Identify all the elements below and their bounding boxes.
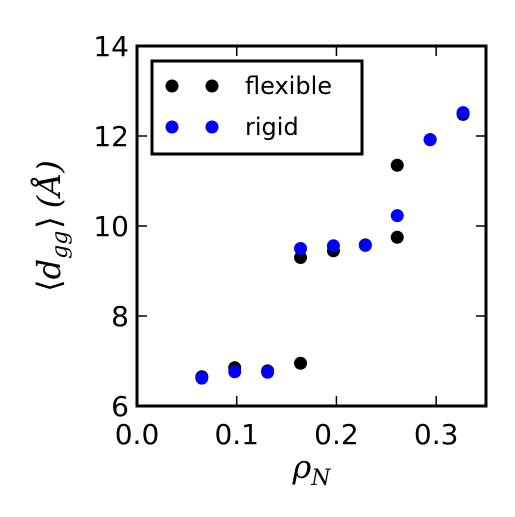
x-axis-label: ρN [291, 448, 331, 491]
y-tick-label: 10 [93, 210, 129, 243]
y-axis-symbol: d [30, 259, 68, 279]
legend-marker-flexible [165, 79, 179, 93]
y-axis-unit: (Å) [30, 160, 68, 208]
y-tick-label: 6 [111, 390, 129, 423]
data-point-flexible [294, 251, 308, 264]
y-axis-subscript: gg [48, 231, 73, 259]
plot-frame [135, 44, 488, 408]
data-point-rigid [456, 106, 470, 120]
y-tick-label: 14 [93, 30, 129, 63]
x-axis-subscript: N [310, 466, 331, 491]
y-axis-label: ⟨dgg ⟩ (Å) [30, 160, 73, 292]
data-point-rigid [195, 371, 209, 385]
y-tick-label: 8 [111, 300, 129, 333]
y-axis-open-bracket: ⟨ [30, 279, 68, 291]
legend-label-flexible: flexible [245, 72, 332, 100]
legend-box [150, 59, 364, 156]
data-point-rigid [228, 365, 242, 379]
legend-marker-flexible [205, 79, 219, 93]
x-tick-label: 0.0 [115, 418, 160, 451]
data-point-flexible [390, 230, 404, 244]
data-point-rigid [326, 239, 340, 253]
x-tick-label: 0.1 [214, 418, 259, 451]
data-point-rigid [390, 209, 404, 223]
tick-labels: 0.0 0.1 0.2 0.3 6 8 10 12 14 [93, 30, 458, 451]
legend-marker-rigid [205, 120, 219, 134]
data-points [195, 106, 470, 385]
x-axis-symbol: ρ [291, 448, 311, 486]
data-point-rigid [294, 242, 308, 255]
x-tick-label: 0.2 [314, 418, 359, 451]
data-point-rigid [261, 365, 275, 379]
data-point-rigid [423, 133, 437, 147]
data-point-flexible [294, 356, 308, 370]
legend-label-rigid: rigid [245, 113, 299, 141]
legend-marker-rigid [165, 120, 179, 134]
y-tick-label: 12 [93, 120, 129, 153]
data-point-flexible [390, 158, 404, 172]
x-tick-label: 0.3 [414, 418, 459, 451]
y-axis-close-bracket: ⟩ [30, 216, 68, 228]
legend: flexible rigid [150, 59, 364, 156]
data-point-rigid [358, 238, 372, 252]
